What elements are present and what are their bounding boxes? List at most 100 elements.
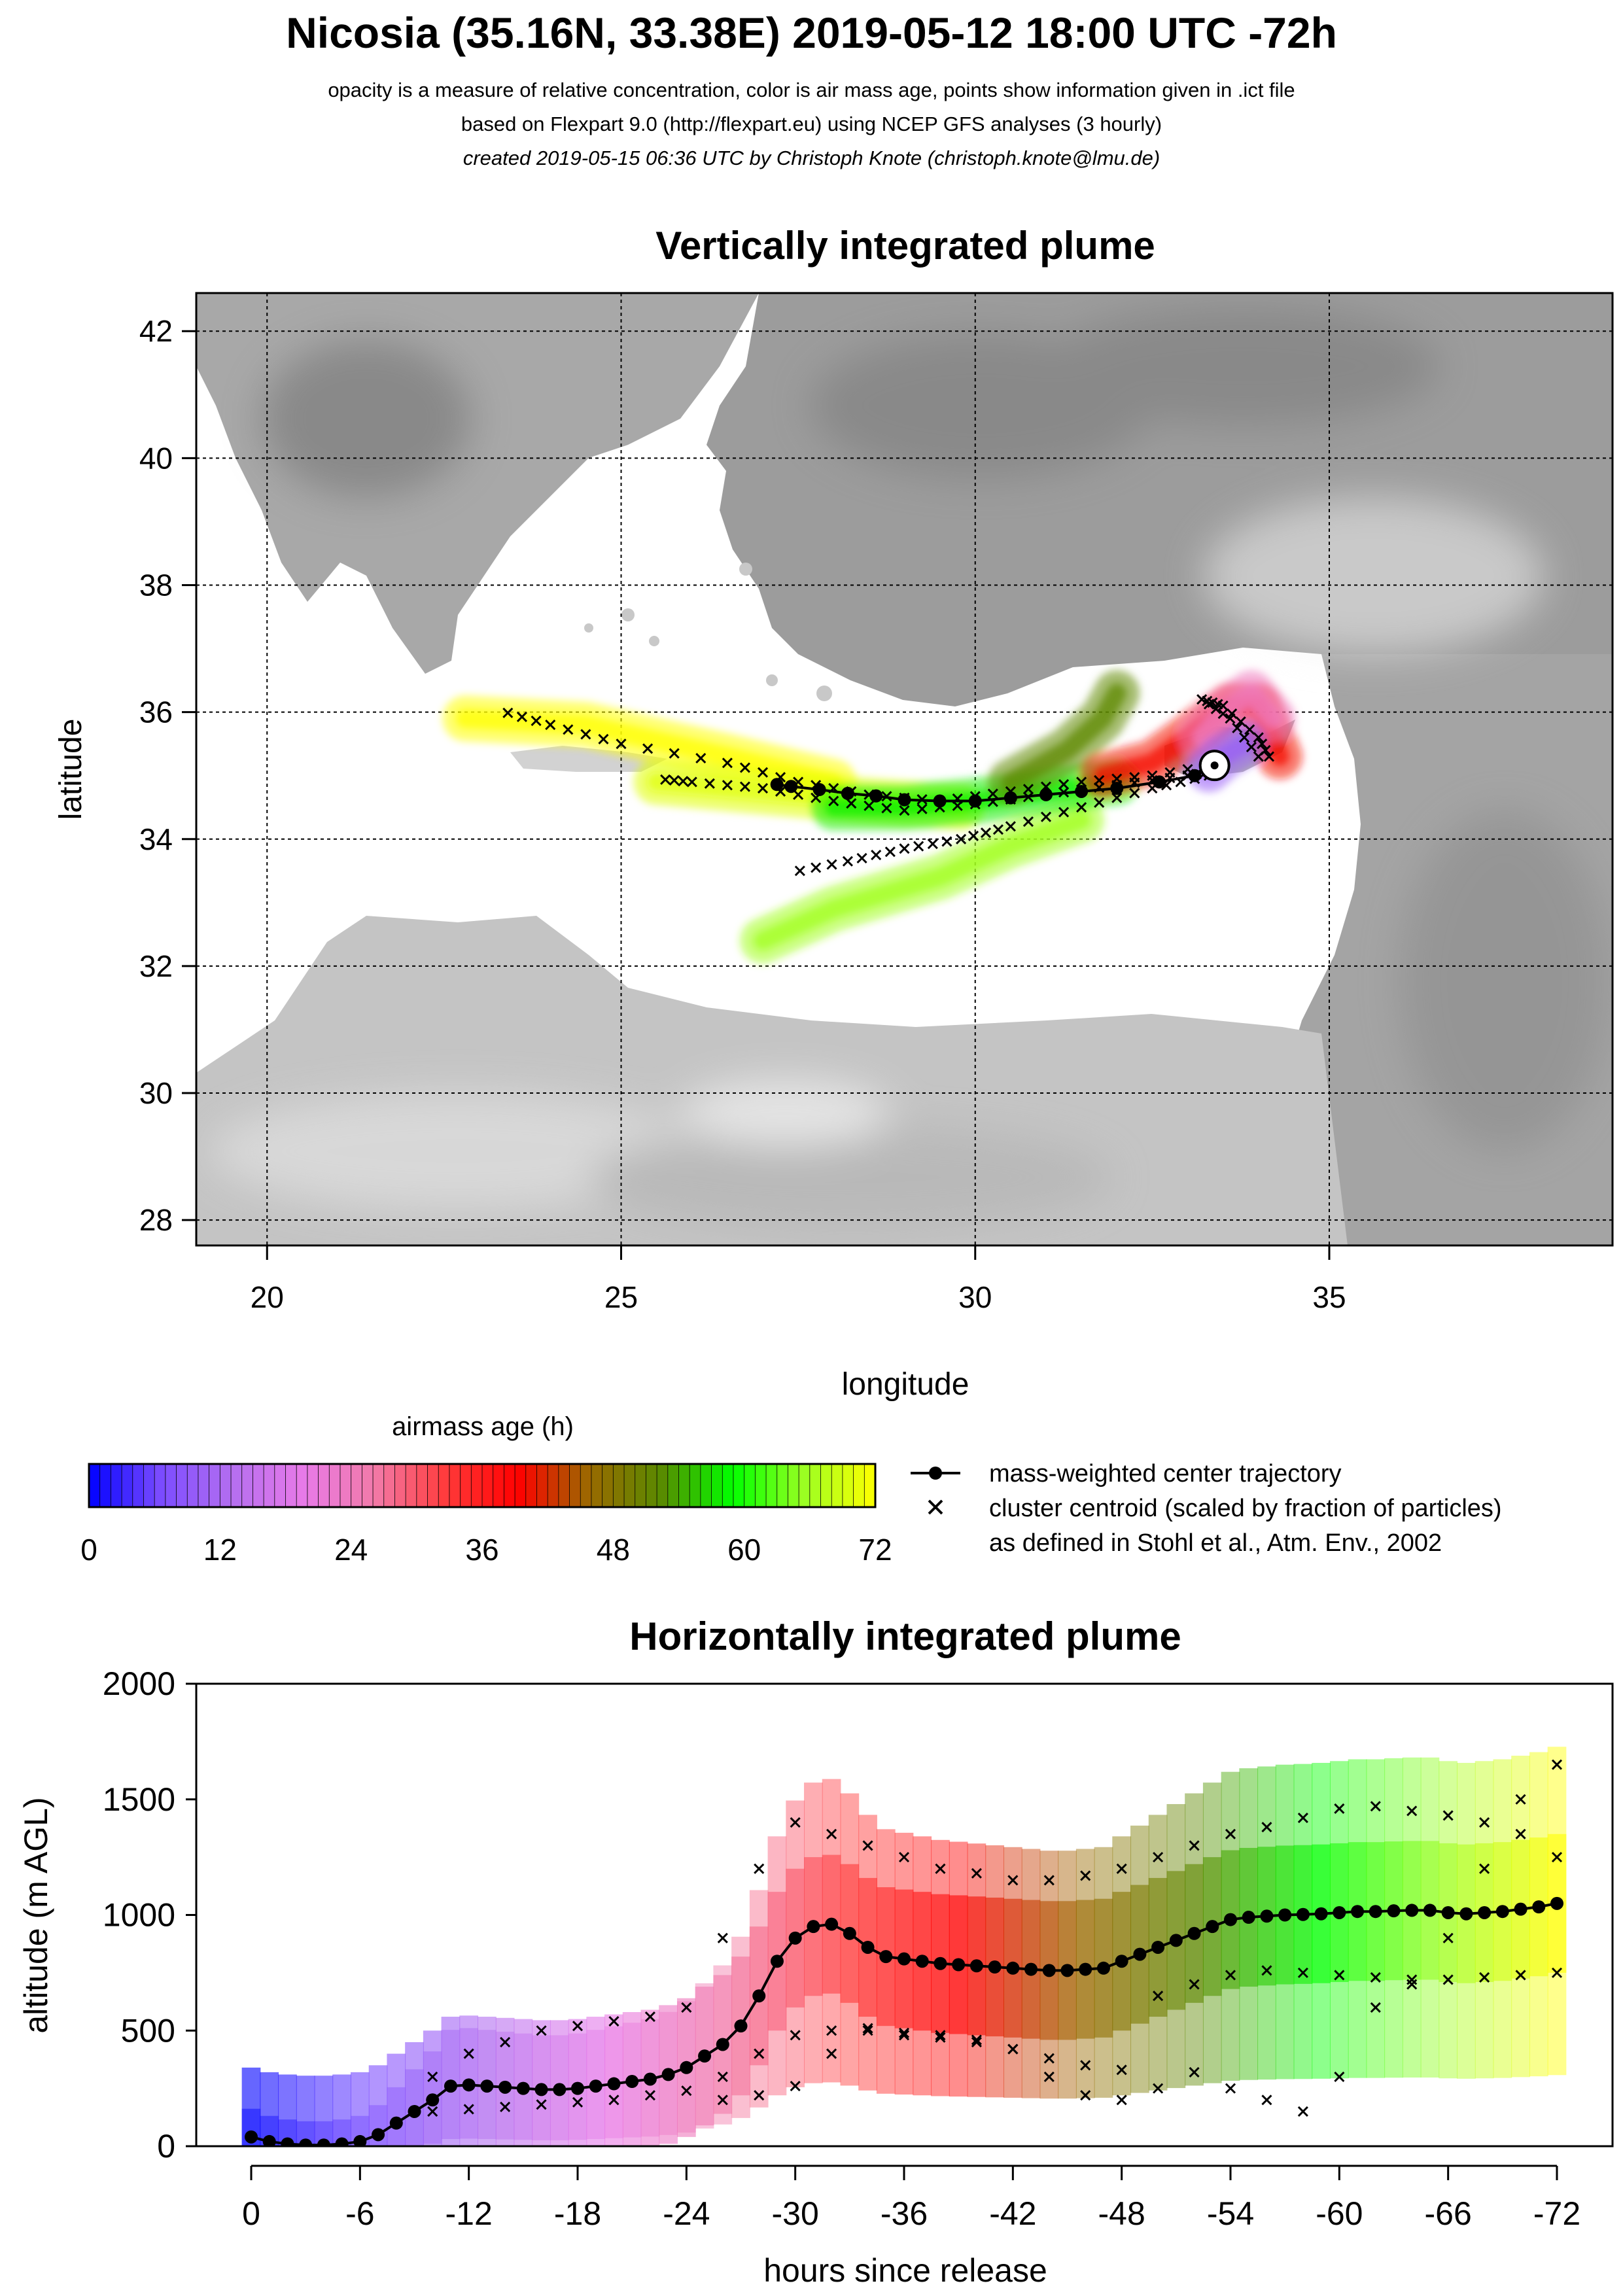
altitude-cluster-cross [1189,1840,1200,1851]
altitude-cluster-cross [1515,1794,1526,1805]
altitude-cluster-cross [826,2025,837,2036]
altitude-trajectory-point [716,2038,729,2051]
legend-line-label: mass-weighted center trajectory [989,1460,1342,1487]
altitude-trajectory-point [643,2072,657,2086]
altitude-center-trajectory [245,1896,1563,2146]
colorbar-segment [722,1463,734,1508]
altitude-cluster-cross [608,2095,620,2106]
map-cluster-cross [1260,744,1271,756]
altitude-trajectory-point [788,1931,802,1945]
altitude-y-tick-label: 500 [121,2012,175,2049]
altitude-trajectory-point [1351,1905,1365,1919]
altitude-cluster-cross [1043,2053,1055,2064]
map-trajectory-point [841,786,854,800]
altitude-cluster-cross [1116,2095,1127,2106]
altitude-plume-core [423,2030,442,2146]
map-trajectory-point [1003,791,1017,805]
altitude-plume-core [405,2042,424,2146]
altitude-y-axis-label: altitude (m AGL) [18,1797,54,2033]
map-trajectory-point [812,783,826,797]
colorbar-segment [318,1463,330,1508]
map-trajectory-point [1153,775,1166,789]
altitude-cluster-cross [935,2030,946,2041]
map-cluster-cross [941,836,952,847]
map-cluster-cross [793,789,804,800]
altitude-cluster-cross [500,2101,511,2112]
colorbar-segment [754,1463,767,1508]
altitude-cluster-cross [826,1828,837,1839]
altitude-cluster-cross [1116,2064,1127,2076]
colorbar-segment [547,1463,559,1508]
colorbar-segment [635,1463,647,1508]
map-cluster-cross [1022,816,1034,827]
altitude-cluster-cross [1442,1932,1454,1943]
altitude-cluster-cross [898,2030,910,2041]
altitude-plot-area [241,1747,1567,2146]
colorbar-tick-label: 48 [597,1533,630,1567]
map-trajectory-point [933,794,947,808]
altitude-cluster-cross [862,2023,873,2034]
map-cluster-cross [1076,802,1087,813]
altitude-cluster-cross [717,1932,728,1943]
colorbar-segment [536,1463,549,1508]
map-x-tick-label: 25 [604,1280,638,1314]
altitude-trajectory-point [317,2138,330,2146]
altitude-cluster-cross [500,2036,511,2047]
altitude-x-tick-label: -6 [345,2195,374,2232]
altitude-y-tick-label: 2000 [103,1665,175,1702]
altitude-cluster-cross [1370,2002,1381,2013]
colorbar-ticks: 0 12 24 36 48 60 72 [80,1533,892,1567]
colorbar-segment [198,1463,210,1508]
altitude-cluster-cross [1261,1822,1272,1833]
colorbar-segment [580,1463,592,1508]
altitude-trajectory-point [426,2093,440,2107]
map-x-axis: 20 25 30 35 [251,1245,1346,1314]
colorbar-segment [591,1463,603,1508]
altitude-trajectory-point [698,2049,712,2063]
map-frame [195,292,1614,1247]
altitude-cluster-cross [427,2071,438,2083]
altitude-cluster-cross [1442,1974,1454,1985]
altitude-cluster-cross [1189,1979,1200,1990]
colorbar-segment [470,1463,483,1508]
map-trajectory-point [898,793,911,807]
map-x-axis-label: longitude [842,1367,969,1402]
altitude-cluster-cross [1261,1965,1272,1976]
altitude-cluster-cross [463,2048,474,2059]
altitude-cluster-cross [1370,1801,1381,1812]
map-cluster-cross [516,711,528,722]
altitude-cluster-cross [1479,1863,1490,1874]
altitude-cluster-cross [1370,1972,1381,1983]
map-cluster-cross [531,715,542,727]
altitude-cluster-cross [1116,1863,1127,1874]
altitude-trajectory-point [1423,1904,1437,1917]
map-cluster-cross [1058,778,1070,790]
map-x-tick-label: 35 [1312,1280,1346,1314]
altitude-x-axis: 0 -6 -12 -18 -24 -30 -36 -42 -48 -54 -60 -66 -72 [242,2165,1580,2232]
altitude-trajectory-point [680,2061,693,2074]
map-cluster-cross [757,783,769,794]
map-y-tick-label: 34 [139,822,173,856]
altitude-cluster-cross [572,2096,584,2108]
altitude-cluster-cross [1515,1970,1526,1981]
map-cluster-cross [864,800,875,811]
main-title: Nicosia (35.16N, 33.38E) 2019-05-12 18:0… [286,9,1337,57]
map-trajectory-point [1188,769,1202,782]
colorbar-segment [656,1463,669,1508]
terrain-texture [209,307,1609,1230]
altitude-trajectory-point [843,1926,856,1940]
map-cluster-cross [757,767,769,778]
map-y-tick-label: 42 [139,314,173,348]
altitude-cluster-cross [935,2032,946,2043]
map-y-tick-label: 28 [139,1203,173,1237]
map-cluster-cross [1040,811,1052,822]
altitude-y-tick-label: 0 [157,2128,175,2165]
altitude-cluster-cross [1261,2095,1272,2106]
map-cluster-cross [927,838,938,850]
map-x-tick-label: 30 [958,1280,992,1314]
map-y-tick-label: 36 [139,695,173,729]
legend: mass-weighted center trajectory cluster … [911,1460,1502,1557]
colorbar-segment [438,1463,450,1508]
altitude-cluster-cross [1153,1852,1164,1863]
altitude-y-tick-label: 1000 [103,1897,175,1934]
